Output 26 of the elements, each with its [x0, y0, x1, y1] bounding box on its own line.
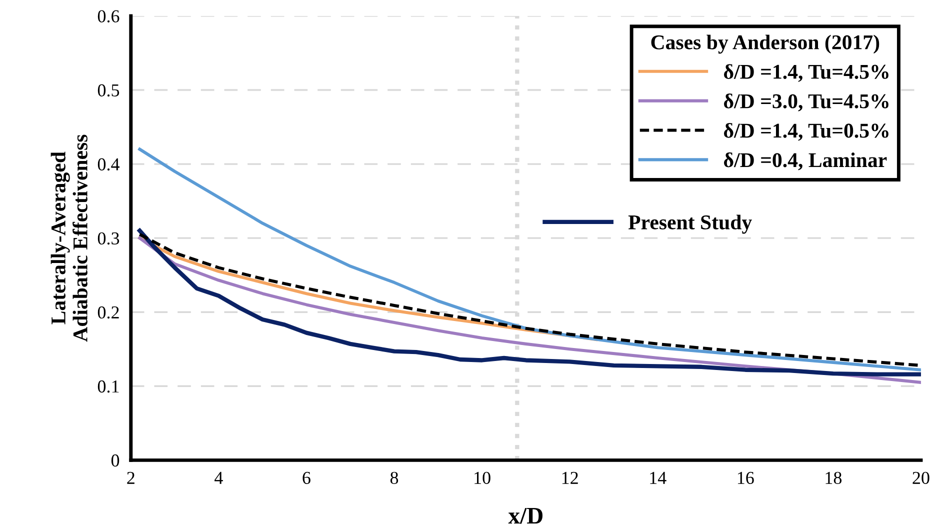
legend-title: Cases by Anderson (2017) — [651, 34, 880, 54]
legend-label: Present Study — [628, 214, 752, 234]
x-tick-label: 10 — [474, 472, 490, 484]
y-axis-title: Laterally-Averaged Adiabatic Effectiveness — [50, 134, 88, 342]
y-tick-label: 0 — [111, 454, 120, 467]
x-tick-label: 2 — [127, 472, 134, 484]
x-tick-label: 20 — [912, 472, 930, 484]
x-tick-label: 12 — [562, 472, 578, 484]
x-axis-title: x/D — [508, 508, 542, 524]
legend-label: δ/D =3.0, Tu=4.5% — [724, 94, 888, 112]
legend-label: δ/D =0.4, Laminar — [724, 152, 887, 170]
y-tick-label: 0.6 — [98, 10, 120, 22]
y-tick-label: 0.3 — [98, 232, 120, 245]
x-tick-label: 18 — [826, 472, 842, 484]
x-tick-label: 14 — [650, 472, 666, 484]
line-series — [138, 148, 921, 372]
y-tick-label: 0.5 — [98, 84, 120, 97]
y-tick-label: 0.2 — [98, 306, 119, 319]
y-tick-label: 0.4 — [98, 158, 120, 171]
legend-label: δ/D =1.4, Tu=0.5% — [724, 122, 888, 141]
x-tick-label: 4 — [214, 472, 223, 484]
x-tick-label: 8 — [390, 472, 398, 484]
x-tick-label: 6 — [302, 472, 310, 484]
y-tick-label: 0.1 — [98, 380, 119, 393]
legend-label: δ/D =1.4, Tu=4.5% — [724, 64, 888, 82]
x-tick-label: 16 — [738, 472, 754, 484]
